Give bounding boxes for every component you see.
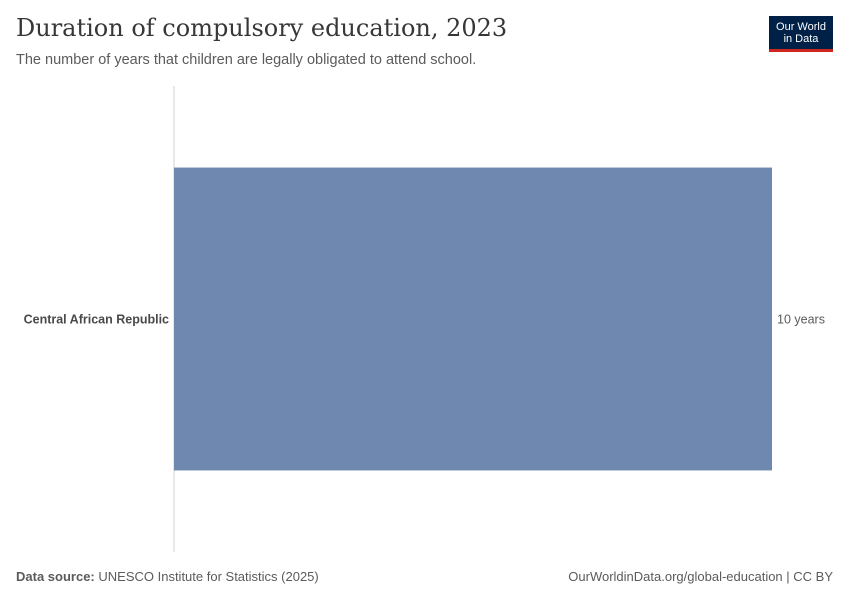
owid-logo[interactable]: Our World in Data: [769, 16, 833, 52]
category-label: Central African Republic: [24, 313, 169, 327]
logo-line-2: in Data: [783, 32, 819, 45]
bar[interactable]: [174, 167, 772, 471]
data-source: Data source: UNESCO Institute for Statis…: [16, 569, 319, 584]
url-license[interactable]: OurWorldinData.org/global-education | CC…: [568, 569, 833, 584]
logo-line-1: Our World: [776, 20, 826, 33]
data-source-text: UNESCO Institute for Statistics (2025): [98, 569, 319, 584]
value-label: 10 years: [777, 313, 825, 327]
chart-subtitle: The number of years that children are le…: [16, 52, 477, 68]
chart-title: Duration of compulsory education, 2023: [16, 14, 508, 42]
data-source-label: Data source:: [16, 569, 95, 584]
